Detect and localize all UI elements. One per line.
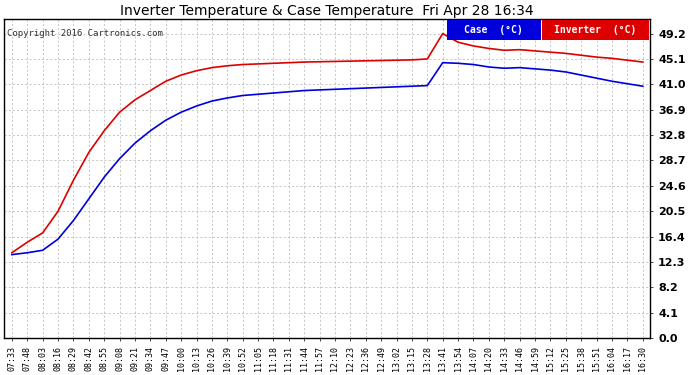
Bar [447, 20, 540, 40]
Text: Inverter  (°C): Inverter (°C) [554, 25, 636, 35]
Text: Copyright 2016 Cartronics.com: Copyright 2016 Cartronics.com [8, 29, 164, 38]
Title: Inverter Temperature & Case Temperature  Fri Apr 28 16:34: Inverter Temperature & Case Temperature … [121, 4, 534, 18]
Bar [542, 20, 649, 40]
Text: Case  (°C): Case (°C) [464, 25, 523, 35]
